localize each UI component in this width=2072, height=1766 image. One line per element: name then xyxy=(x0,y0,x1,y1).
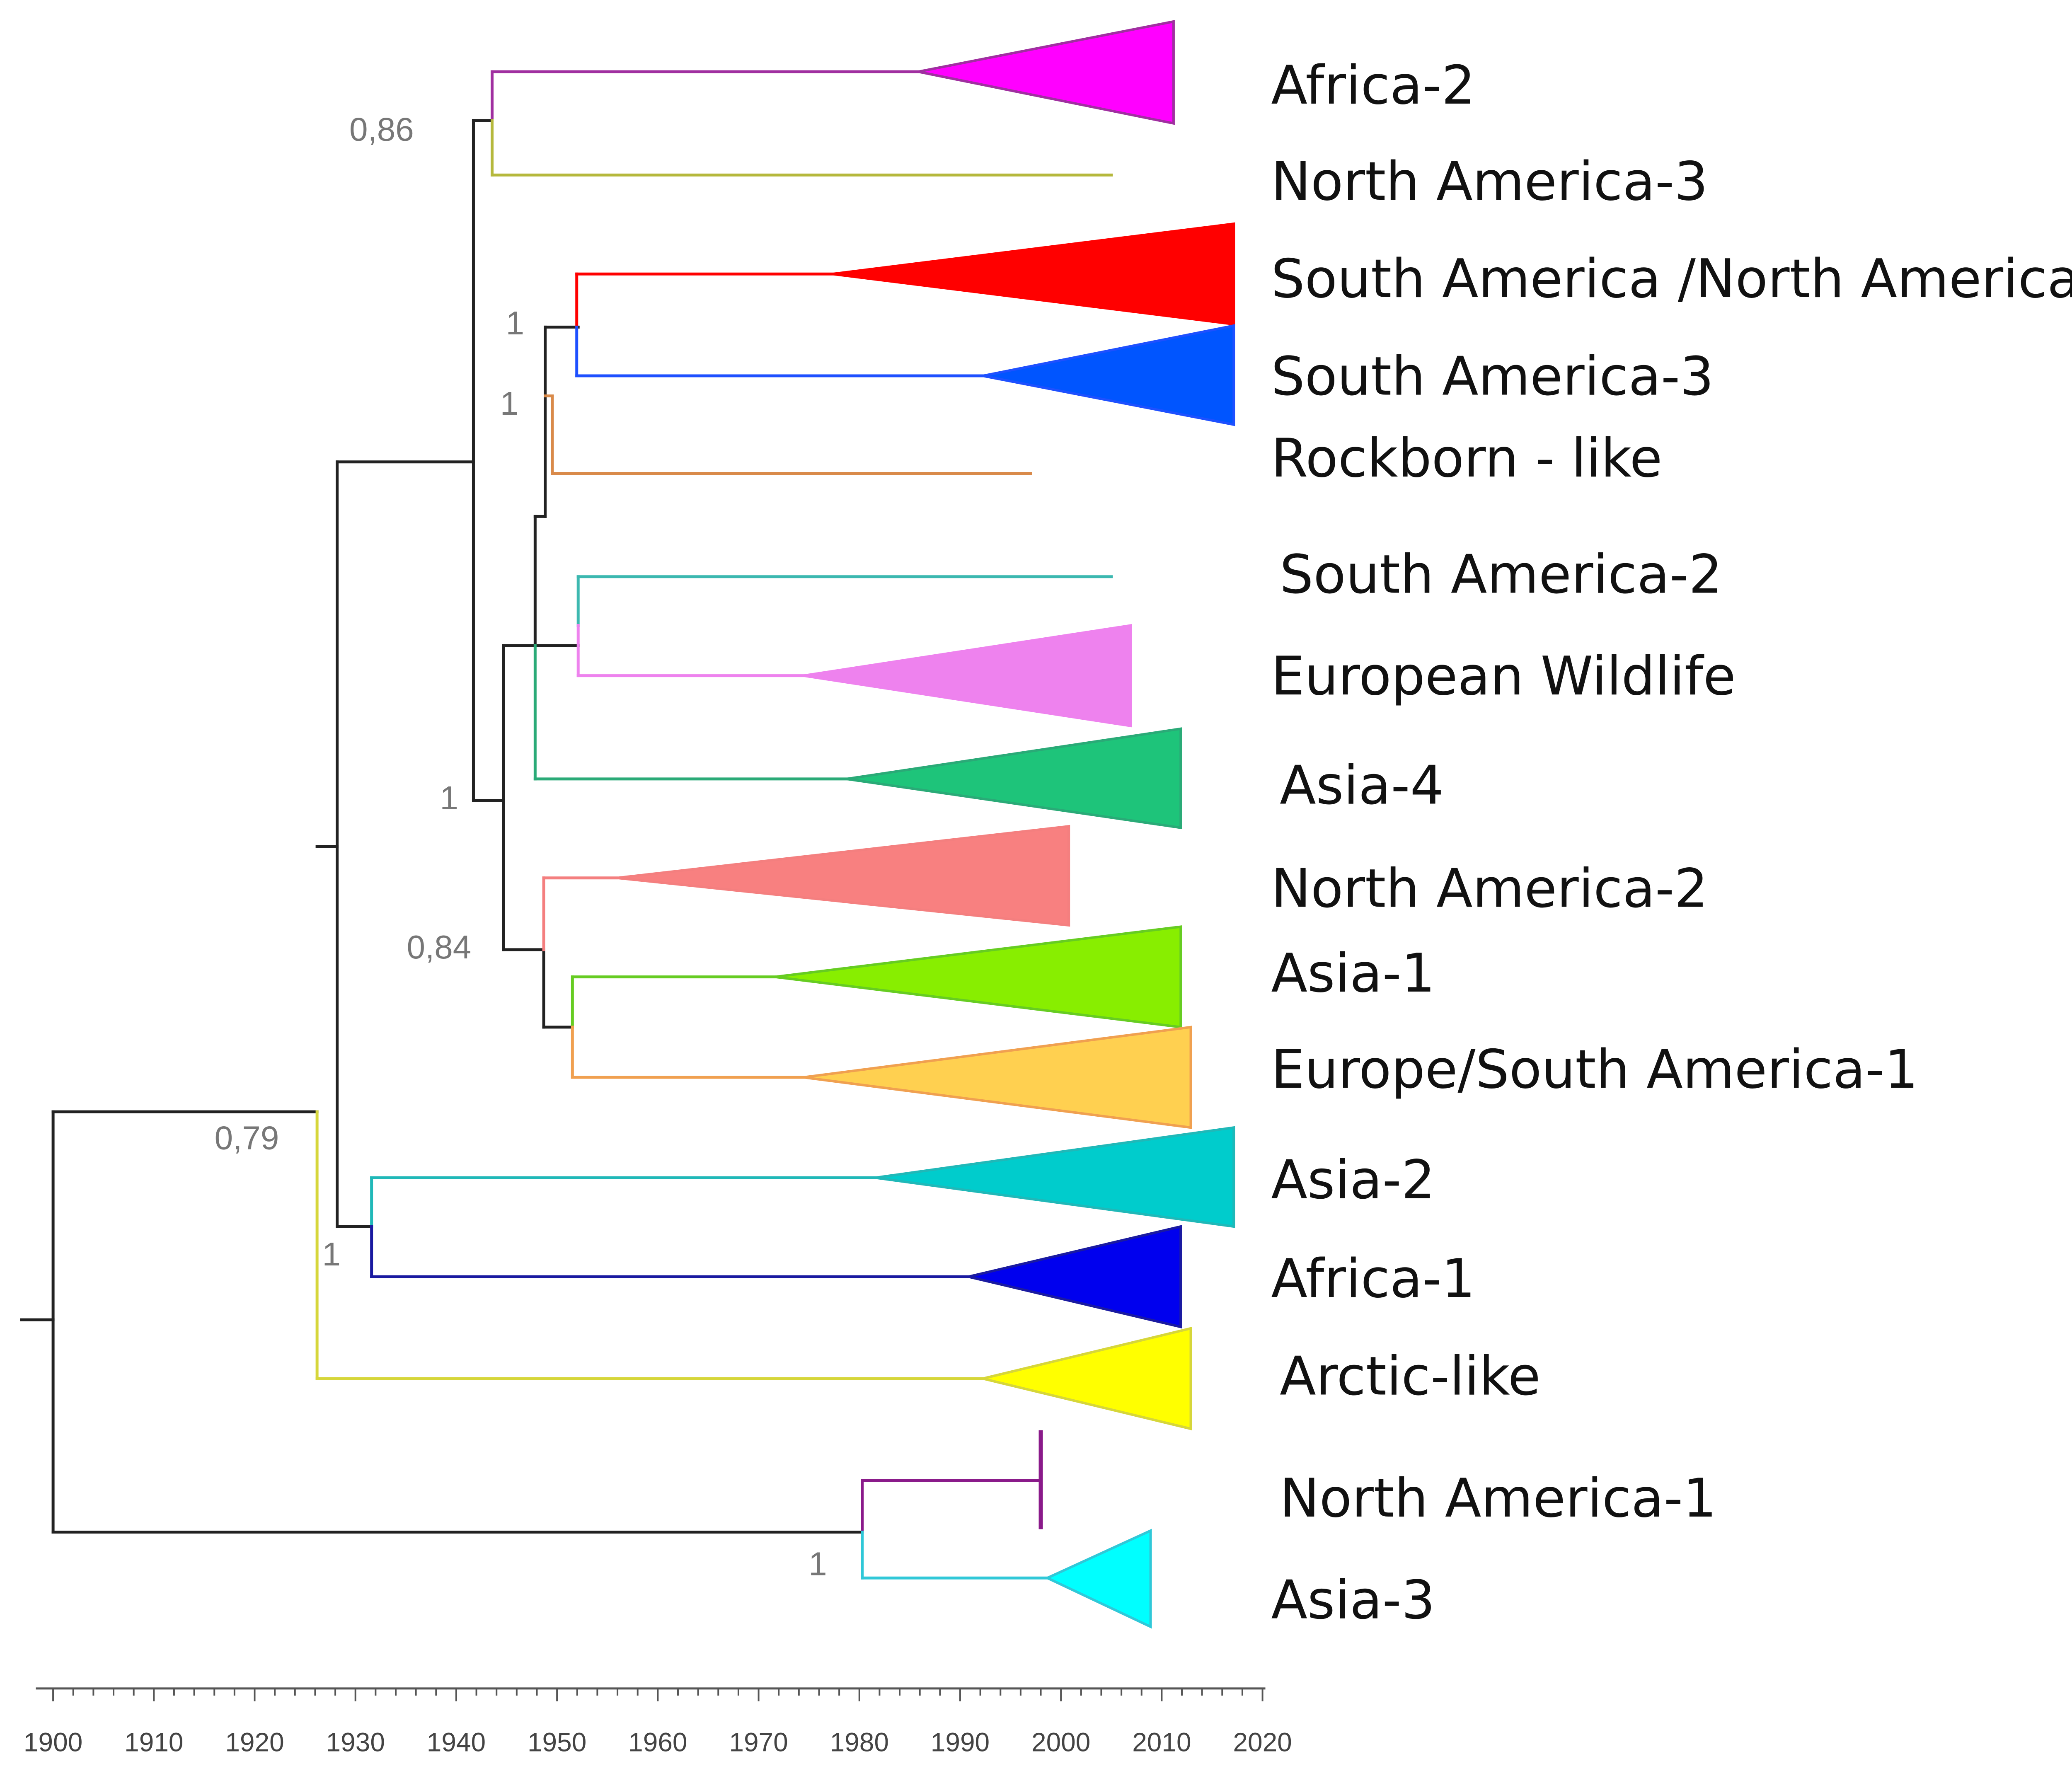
clade-label-asia2: Asia-2 xyxy=(1271,1149,1435,1211)
axis-tick-label: 1980 xyxy=(830,1727,889,1757)
axis-tick-label: 1990 xyxy=(931,1727,990,1757)
collapsed-clade-sa3 xyxy=(982,324,1235,426)
collapsed-clade-asia4 xyxy=(846,727,1182,830)
clade-label-sa3: South America-3 xyxy=(1271,346,1714,408)
collapsed-clade-arctic xyxy=(982,1327,1192,1430)
axis-tick-label: 1960 xyxy=(628,1727,687,1757)
collapsed-clade-asia1 xyxy=(775,925,1182,1029)
axis-tick-label: 1920 xyxy=(225,1727,284,1757)
clade-label-asia4: Asia-4 xyxy=(1280,755,1444,816)
axis-tick-label: 1970 xyxy=(729,1727,788,1757)
collapsed-clades-layer xyxy=(617,20,1235,1629)
clade-label-sana4: South America /North America-4 xyxy=(1271,248,2072,310)
axis-tick-label: 2010 xyxy=(1132,1727,1191,1757)
clade-label-na1: North America-1 xyxy=(1280,1468,1716,1529)
clade-label-na3: North America-3 xyxy=(1271,151,1708,213)
support-value: 1 xyxy=(440,779,458,816)
collapsed-clade-sana4 xyxy=(832,222,1235,326)
axis-tick-label: 2000 xyxy=(1031,1727,1090,1757)
axis-tick-label: 1940 xyxy=(427,1727,486,1757)
branches-layer xyxy=(20,70,1113,1580)
collapsed-clade-eusa1 xyxy=(803,1026,1192,1129)
axis-tick-label: 2020 xyxy=(1233,1727,1292,1757)
axis-tick-label: 1930 xyxy=(326,1727,385,1757)
support-value: 0,84 xyxy=(407,929,472,965)
clade-label-eusa1: Europe/South America-1 xyxy=(1271,1039,1918,1101)
support-value: 1 xyxy=(506,305,525,341)
axis-tick-label: 1950 xyxy=(528,1727,586,1757)
support-value: 1 xyxy=(322,1236,341,1272)
collapsed-clade-africa2 xyxy=(918,20,1175,125)
clade-label-sa2: South America-2 xyxy=(1280,544,1722,605)
collapsed-clade-africa1 xyxy=(968,1225,1182,1329)
clade-label-africa1: Africa-1 xyxy=(1271,1248,1475,1310)
collapsed-clade-na2 xyxy=(617,825,1070,927)
clade-labels-layer: Africa-2 North America-3 South America /No… xyxy=(1271,55,2072,1631)
clade-label-euwild: European Wildlife xyxy=(1271,646,1736,707)
support-value: 0,79 xyxy=(215,1119,279,1156)
support-value: 0,86 xyxy=(349,111,414,148)
support-values-layer: 0,86 1 1 1 0,84 0,79 1 1 xyxy=(215,111,827,1582)
clade-label-africa2: Africa-2 xyxy=(1271,55,1475,116)
collapsed-clade-asia2 xyxy=(875,1126,1235,1228)
clade-label-na2: North America-2 xyxy=(1271,858,1708,920)
axis-tick-label: 1900 xyxy=(24,1727,82,1757)
support-value: 1 xyxy=(500,385,519,422)
clade-label-asia3: Asia-3 xyxy=(1271,1570,1435,1631)
time-axis: 1900 1910 1920 1930 1940 1950 1960 1970 1980 1990… xyxy=(24,1687,1292,1757)
support-value: 1 xyxy=(808,1546,827,1582)
clade-label-arctic: Arctic-like xyxy=(1280,1346,1541,1408)
clade-label-asia1: Asia-1 xyxy=(1271,943,1435,1004)
axis-tick-label: 1910 xyxy=(124,1727,183,1757)
clade-label-rockborn: Rockborn - like xyxy=(1271,428,1662,489)
collapsed-clade-asia3 xyxy=(1044,1529,1152,1629)
collapsed-clade-euwild xyxy=(803,624,1132,728)
